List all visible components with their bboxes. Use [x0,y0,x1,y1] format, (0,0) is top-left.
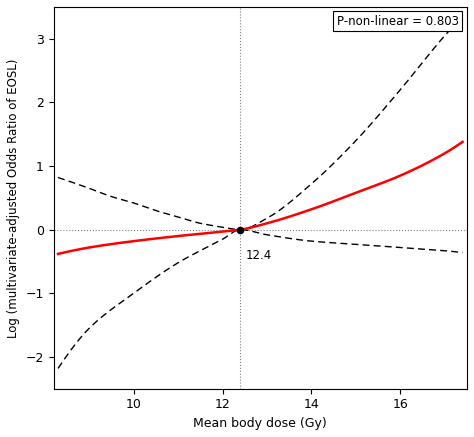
X-axis label: Mean body dose (Gy): Mean body dose (Gy) [193,417,327,430]
Text: P-non-linear = 0.803: P-non-linear = 0.803 [337,14,459,28]
Text: 12.4: 12.4 [246,249,272,262]
Y-axis label: Log (multivariate-adjusted Odds Ratio of EOSL): Log (multivariate-adjusted Odds Ratio of… [7,58,20,337]
